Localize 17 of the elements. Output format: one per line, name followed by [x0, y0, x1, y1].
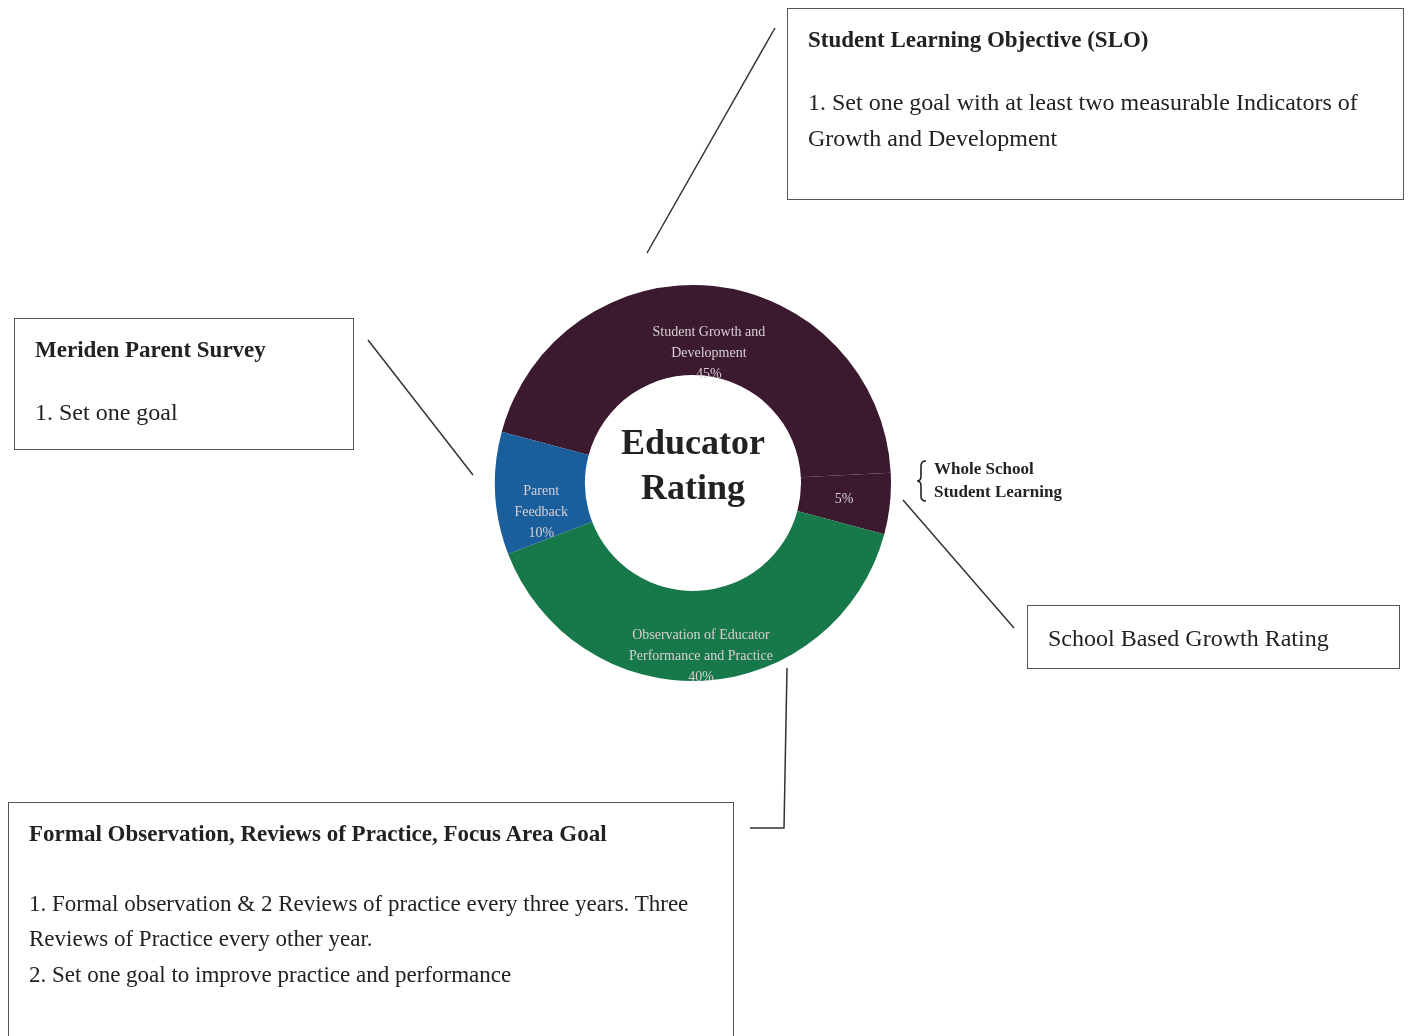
text: School Based Growth Rating — [1048, 624, 1330, 653]
slice-label: Student Growth and Development — [652, 323, 766, 360]
text: Meriden Parent Survey — [35, 336, 267, 364]
text: 1. Formal observation & 2 Reviews of practice every three years. Three Reviews of Practice every other year. — [29, 889, 690, 954]
text: Educator Rating — [620, 421, 766, 509]
text: 2. Set one goal to improve practice and performance — [29, 960, 513, 989]
text: 1. Set one goal with at least two measurable Indicators of Growth and Development — [808, 87, 1359, 153]
data-label: 5% — [834, 490, 854, 506]
text: Student Learning Objective (SLO) — [808, 26, 1150, 54]
text: 1. Set one goal — [35, 397, 179, 427]
text: Formal Observation, Reviews of Practice, Focus Area Goal — [29, 820, 608, 848]
donut-slice — [495, 431, 593, 554]
slice-label: Whole School Student Learning — [934, 458, 1063, 503]
data-label: 40% — [688, 668, 715, 684]
slice-label: Observation of Educator Performance and Practice — [629, 626, 773, 663]
slice-label: Parent Feedback — [514, 482, 569, 519]
data-label: 10% — [528, 524, 555, 540]
